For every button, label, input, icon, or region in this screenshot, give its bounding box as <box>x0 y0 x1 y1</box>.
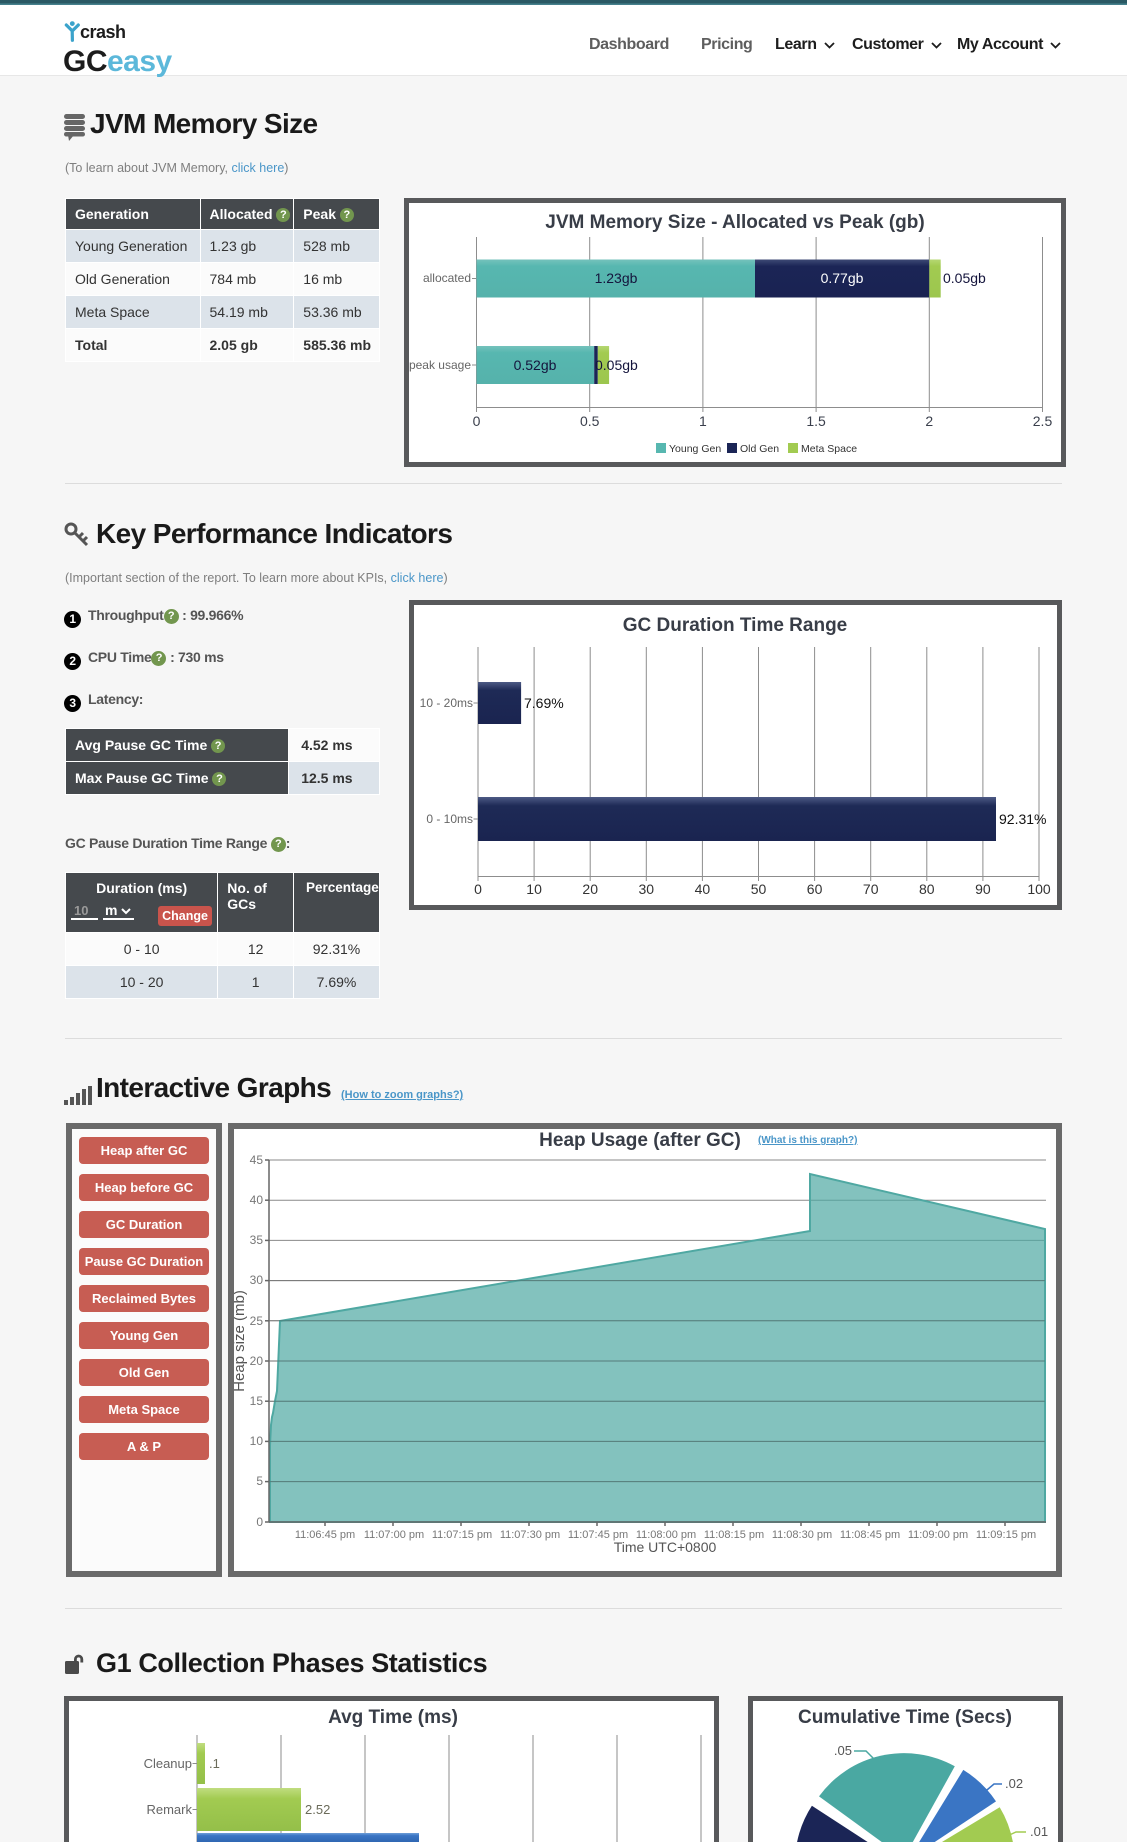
svg-text:30: 30 <box>639 881 655 897</box>
svg-text:60: 60 <box>807 881 823 897</box>
svg-text:0: 0 <box>256 1515 263 1529</box>
svg-text:(What is this graph?): (What is this graph?) <box>758 1135 857 1146</box>
svg-text:11:07:15 pm: 11:07:15 pm <box>432 1529 492 1541</box>
svg-text:.05: .05 <box>834 1743 852 1758</box>
svg-text:Avg Time (ms): Avg Time (ms) <box>328 1707 458 1728</box>
svg-text:7.69%: 7.69% <box>524 695 564 711</box>
svg-text:100: 100 <box>1027 881 1051 897</box>
svg-text:Time UTC+0800: Time UTC+0800 <box>614 1539 717 1555</box>
svg-text:25: 25 <box>250 1314 264 1328</box>
svg-text:20: 20 <box>582 881 598 897</box>
svg-text:11:07:30 pm: 11:07:30 pm <box>500 1529 560 1541</box>
svg-text:11:08:15 pm: 11:08:15 pm <box>704 1529 764 1541</box>
svg-text:2.52: 2.52 <box>305 1802 330 1817</box>
svg-text:70: 70 <box>863 881 879 897</box>
svg-text:1.5: 1.5 <box>806 413 826 429</box>
svg-text:Young Gen: Young Gen <box>669 443 721 455</box>
svg-text:35: 35 <box>250 1233 264 1247</box>
svg-text:Remark: Remark <box>146 1802 192 1817</box>
svg-text:11:07:00 pm: 11:07:00 pm <box>364 1529 424 1541</box>
svg-text:2: 2 <box>925 413 933 429</box>
svg-text:10: 10 <box>250 1434 264 1448</box>
svg-text:0.52gb: 0.52gb <box>514 357 557 373</box>
svg-text:10: 10 <box>526 881 542 897</box>
svg-text:Cleanup: Cleanup <box>144 1756 192 1771</box>
svg-text:11:08:45 pm: 11:08:45 pm <box>840 1529 900 1541</box>
svg-text:92.31%: 92.31% <box>999 811 1046 827</box>
svg-text:.02: .02 <box>1005 1776 1023 1791</box>
svg-text:11:08:30 pm: 11:08:30 pm <box>772 1529 832 1541</box>
svg-text:allocated: allocated <box>423 271 471 285</box>
svg-text:Old Gen: Old Gen <box>740 443 779 455</box>
svg-text:Cumulative Time (Secs): Cumulative Time (Secs) <box>798 1707 1012 1728</box>
svg-text:11:09:15 pm: 11:09:15 pm <box>976 1529 1036 1541</box>
svg-text:2.5: 2.5 <box>1033 413 1053 429</box>
svg-text:Heap size (mb): Heap size (mb) <box>234 1290 248 1392</box>
svg-text:11:09:00 pm: 11:09:00 pm <box>908 1529 968 1541</box>
svg-text:0.05gb: 0.05gb <box>595 357 638 373</box>
svg-text:10 - 20ms: 10 - 20ms <box>420 696 473 710</box>
svg-text:20: 20 <box>250 1354 264 1368</box>
svg-text:JVM Memory Size - Allocated vs: JVM Memory Size - Allocated vs Peak (gb) <box>545 212 924 233</box>
svg-text:1: 1 <box>699 413 707 429</box>
svg-text:0: 0 <box>474 881 482 897</box>
svg-text:11:07:45 pm: 11:07:45 pm <box>568 1529 628 1541</box>
svg-text:0.77gb: 0.77gb <box>821 270 864 286</box>
svg-text:40: 40 <box>695 881 711 897</box>
svg-text:5: 5 <box>256 1474 263 1488</box>
svg-text:0.05gb: 0.05gb <box>943 270 986 286</box>
svg-text:90: 90 <box>975 881 991 897</box>
svg-text:0.5: 0.5 <box>580 413 600 429</box>
svg-text:11:06:45 pm: 11:06:45 pm <box>295 1529 355 1541</box>
svg-text:0: 0 <box>473 413 481 429</box>
svg-text:45: 45 <box>250 1153 264 1167</box>
svg-text:peak usage: peak usage <box>409 358 471 372</box>
svg-text:.01: .01 <box>1030 1824 1048 1839</box>
svg-text:15: 15 <box>250 1394 264 1408</box>
svg-text:1.23gb: 1.23gb <box>595 270 638 286</box>
svg-text:50: 50 <box>751 881 767 897</box>
svg-text:.1: .1 <box>209 1756 220 1771</box>
svg-text:40: 40 <box>250 1193 264 1207</box>
svg-text:Heap Usage (after GC): Heap Usage (after GC) <box>539 1130 741 1151</box>
svg-text:Meta Space: Meta Space <box>801 443 857 455</box>
svg-text:30: 30 <box>250 1273 264 1287</box>
svg-text:80: 80 <box>919 881 935 897</box>
svg-text:0 - 10ms: 0 - 10ms <box>426 812 473 826</box>
svg-text:11:08:00 pm: 11:08:00 pm <box>636 1529 696 1541</box>
svg-text:GC Duration Time Range: GC Duration Time Range <box>623 615 848 636</box>
